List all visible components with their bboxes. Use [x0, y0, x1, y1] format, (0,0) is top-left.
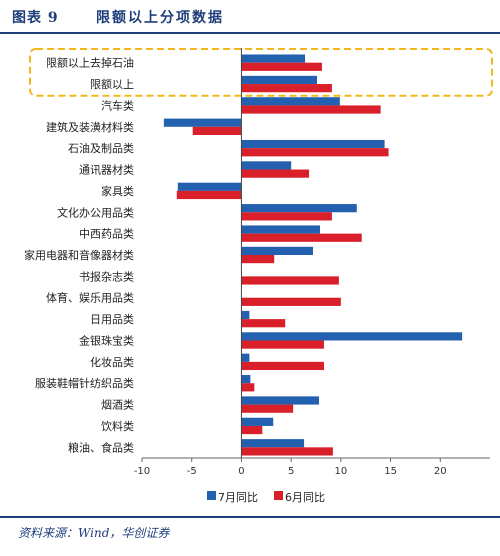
bar-jun-0 [241, 62, 322, 71]
bar-jun-12 [241, 319, 286, 328]
category-label-12: 日用品类 [90, 312, 134, 326]
bar-jun-16 [241, 404, 294, 413]
category-label-5: 通讯器材类 [79, 163, 134, 177]
category-label-16: 烟酒类 [101, 398, 134, 412]
x-tick-label-20: 20 [434, 466, 447, 477]
bar-jun-5 [241, 169, 310, 178]
legend-label-jul: 7月同比 [218, 491, 258, 504]
bar-jul-16 [241, 396, 319, 405]
category-label-0: 限额以上去掉石油 [46, 56, 134, 70]
bar-jun-11 [241, 297, 341, 306]
bar-jun-15 [241, 383, 255, 392]
category-label-2: 汽车类 [101, 98, 134, 112]
figure-number: 图表 9 [12, 10, 59, 26]
bar-jun-7 [241, 212, 332, 221]
x-tick-label-0: 0 [238, 466, 244, 477]
category-label-17: 饮料类 [101, 419, 134, 433]
category-label-6: 家具类 [101, 184, 134, 198]
bar-jul-7 [241, 204, 357, 213]
figure-footer: 资料来源：Wind，华创证券 [0, 516, 500, 556]
bar-jul-14 [241, 353, 250, 362]
legend-label-jun: 6月同比 [285, 491, 325, 504]
category-label-13: 金银珠宝类 [79, 333, 134, 347]
figure-title: 限额以上分项数据 [96, 10, 224, 26]
category-label-4: 石油及制品类 [68, 141, 134, 155]
bar-jun-10 [241, 276, 339, 285]
bar-jun-4 [241, 148, 389, 157]
highlight-box [29, 48, 493, 97]
category-label-10: 书报杂志类 [79, 269, 134, 283]
figure-header: 图表 9 限额以上分项数据 [0, 0, 500, 34]
bar-jul-4 [241, 139, 385, 149]
bar-jul-8 [241, 225, 320, 234]
legend-swatch-jun [274, 491, 283, 500]
bar-jul-13 [241, 332, 463, 341]
bar-jul-9 [241, 246, 314, 255]
bar-jul-15 [241, 375, 251, 384]
x-tick-label-15: 15 [384, 466, 397, 477]
bar-jun-18 [241, 447, 333, 456]
category-label-8: 中西药品类 [79, 227, 134, 241]
bar-jun-8 [241, 233, 362, 242]
category-label-9: 家用电器和音像器材类 [24, 248, 134, 262]
chart-legend: 7月同比 6月同比 [0, 489, 500, 505]
bar-jun-13 [241, 340, 324, 349]
bar-jun-1 [241, 84, 332, 93]
bar-jul-1 [241, 75, 317, 85]
x-tick-label--5: -5 [187, 466, 197, 477]
bar-jun-6 [176, 190, 242, 200]
bar-jun-3 [192, 126, 242, 135]
x-tick-label-5: 5 [288, 466, 294, 477]
category-label-15: 服装鞋帽针纺织品类 [35, 376, 134, 390]
bar-jul-12 [241, 310, 250, 320]
bar-jun-9 [241, 255, 275, 264]
bar-jul-17 [241, 417, 274, 426]
category-label-7: 文化办公用品类 [57, 205, 134, 219]
source-note: 资料来源：Wind，华创证券 [18, 526, 170, 540]
bar-jul-3 [163, 118, 242, 127]
bar-jul-0 [241, 54, 306, 63]
bar-chart: 限额以上去掉石油限额以上汽车类建筑及装潢材料类石油及制品类通讯器材类家具类文化办… [24, 48, 493, 477]
bar-jul-18 [241, 439, 305, 448]
category-label-14: 化妆品类 [90, 355, 134, 369]
bar-jul-6 [177, 182, 242, 191]
category-label-11: 体育、娱乐用品类 [46, 291, 134, 305]
x-tick-label--10: -10 [134, 466, 150, 477]
bar-jun-17 [241, 425, 263, 435]
x-tick-label-10: 10 [334, 466, 347, 477]
category-label-18: 粮油、食品类 [68, 440, 134, 454]
bar-jul-2 [241, 97, 340, 106]
legend-swatch-jul [207, 491, 216, 500]
bar-jun-2 [241, 105, 381, 114]
bar-jul-5 [241, 161, 292, 170]
bar-jun-14 [241, 361, 324, 371]
category-label-3: 建筑及装潢材料类 [46, 120, 134, 134]
category-label-1: 限额以上 [90, 78, 134, 91]
